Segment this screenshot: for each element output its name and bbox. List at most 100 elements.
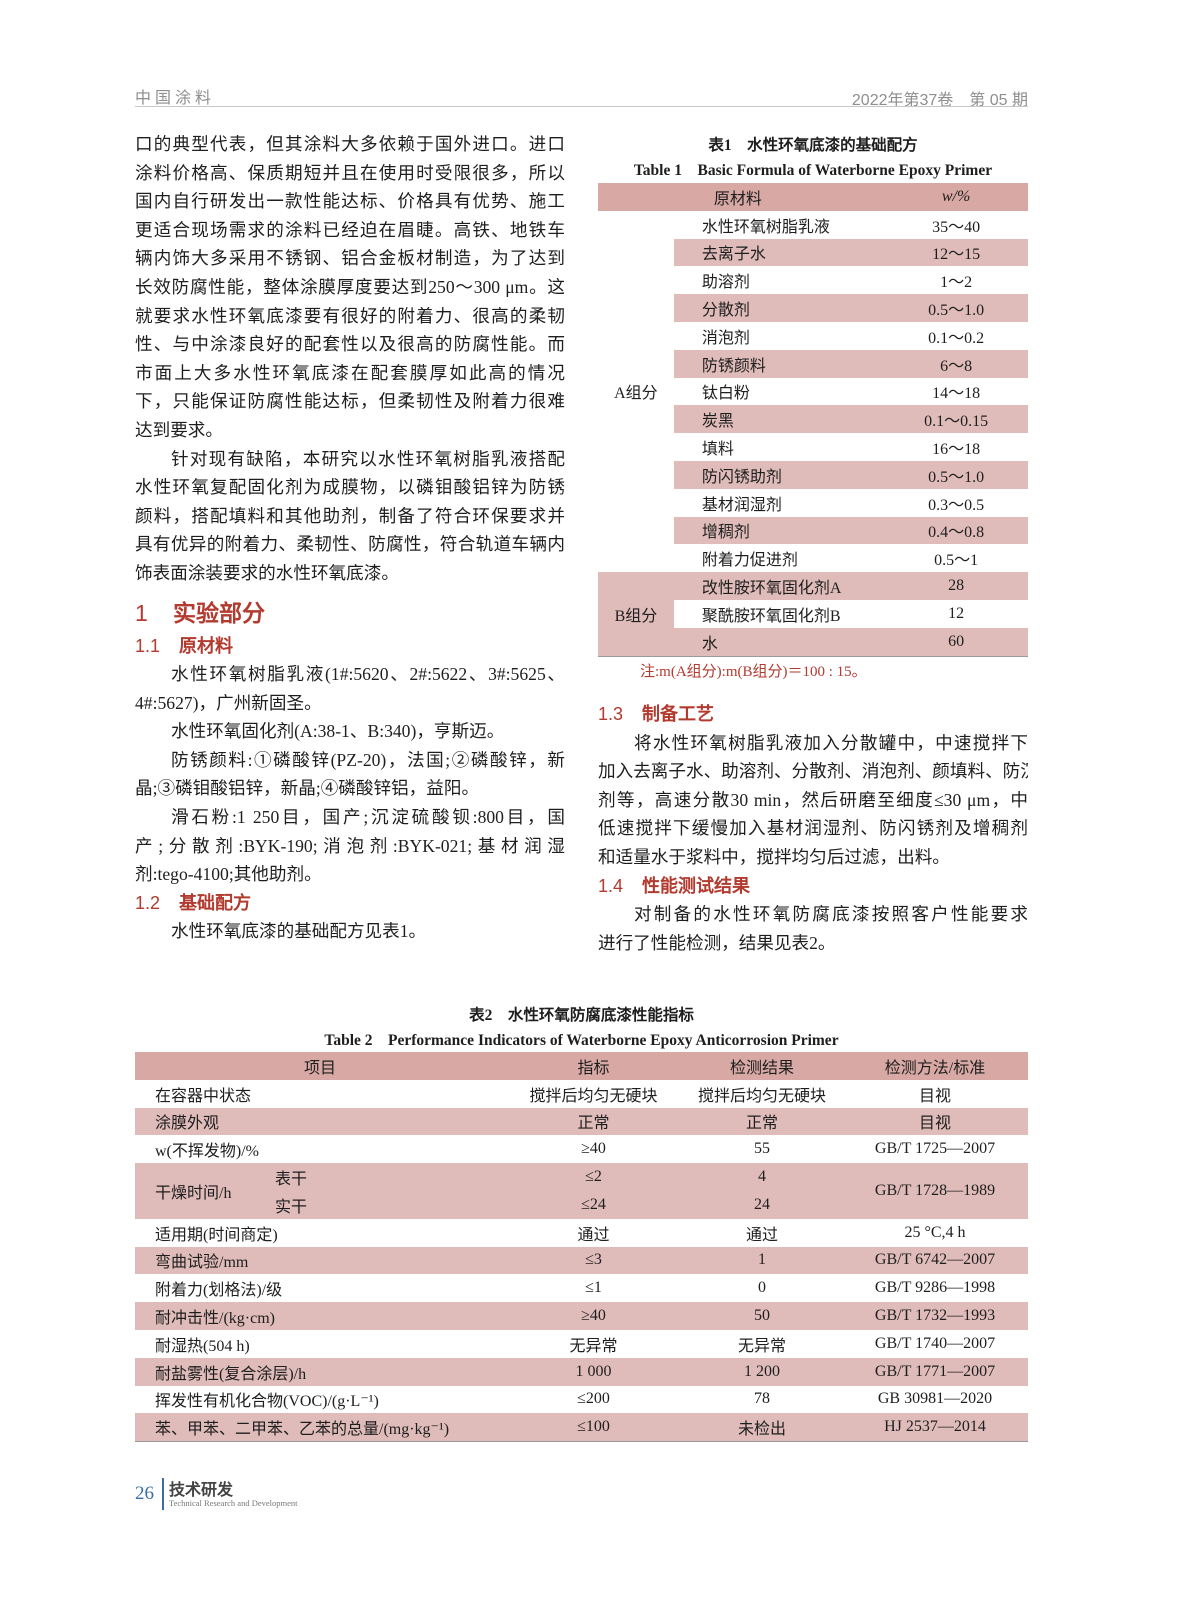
result-cell: 50 xyxy=(754,1307,770,1325)
journal-name: 中国涂料 xyxy=(135,90,216,107)
spec-cell: 无异常 xyxy=(569,1337,618,1355)
value-cell: 60 xyxy=(884,627,1028,657)
result-cell: 1 xyxy=(758,1251,766,1269)
value-cell: 12～15 xyxy=(884,238,1028,267)
result-cell: 未检出 xyxy=(737,1421,786,1439)
material-cell: 助溶剂 xyxy=(701,274,750,292)
text-line: 更适合现场需求的涂料已经迫在眉睫。高铁、地铁车 xyxy=(135,219,565,240)
header-divider xyxy=(135,106,1028,107)
header-cell-blank xyxy=(598,183,674,211)
table-row: B组分 改性胺环氧固化剂A 28 xyxy=(598,572,1028,657)
section-heading: 1.4 性能测试结果 xyxy=(598,872,1028,901)
text-line: 性、与中涂漆良好的配套性以及很高的防腐性能。而 xyxy=(135,334,565,355)
spec-cell: ≤100 xyxy=(577,1418,610,1436)
table-row: 填料 16～18 xyxy=(598,433,1028,461)
item-cell: 弯曲试验/mm xyxy=(155,1254,249,1272)
text-line: 进行了性能检测，结果见表2。 xyxy=(598,932,836,953)
text-line: 达到要求。 xyxy=(135,419,223,440)
material-cell: 去离子水 xyxy=(673,238,885,267)
section-number: 1.1 xyxy=(135,635,161,656)
text-line: 水性环氧树脂乳液(1#:5620、2#:5622、3#:5625、 xyxy=(171,664,565,685)
table-row: 消泡剂 0.1～0.2 xyxy=(598,322,1028,350)
item-cell: 附着力(划格法)/级 xyxy=(155,1282,283,1300)
text-line: 产;分散剂:BYK-190;消泡剂:BYK-021;基材润湿 xyxy=(135,835,565,856)
footer-divider xyxy=(162,1478,164,1510)
material-cell: 水性环氧树脂乳液 xyxy=(701,218,830,236)
method-cell: GB/T 9286—1998 xyxy=(874,1279,996,1297)
method-cell: GB/T 1740—2007 xyxy=(874,1334,996,1352)
table1-title-en: Table 1 Basic Formula of Waterborne Epox… xyxy=(633,162,993,179)
material-cell: 水 xyxy=(673,627,885,657)
text-line: 和适量水于浆料中，搅拌均匀后过滤，出料。 xyxy=(598,846,950,867)
method-cell: 25 °C,4 h xyxy=(904,1223,966,1241)
table-row: 耐湿热(504 h) 无异常 无异常 GB/T 1740—2007 xyxy=(135,1330,1028,1358)
issue-info: 2022年第37卷 第 05 期 xyxy=(851,92,1028,109)
text-line: 饰表面涂装要求的水性环氧底漆。 xyxy=(135,562,399,583)
right-column: 1.3 制备工艺 将水性环氧树脂乳液加入分散罐中，中速搅拌下 加入去离子水、助溶剂、分… xyxy=(598,700,1028,957)
material-cell: 钛白粉 xyxy=(701,385,750,403)
table-row: 耐冲击性/(kg·cm) ≥40 50 GB/T 1732—1993 xyxy=(135,1302,1028,1330)
result-cell: 78 xyxy=(754,1390,770,1408)
result-cell: 0 xyxy=(758,1279,766,1297)
section-number: 1.2 xyxy=(135,892,161,913)
table2: 项目 指标 检测结果 检测方法/标准 在容器中状态 搅拌后均匀无硬块 搅拌后均匀无硬块 目视涂… xyxy=(135,1052,1028,1443)
value-cell: 0.5～1.0 xyxy=(884,460,1028,489)
item-cell: 苯、甲苯、二甲苯、乙苯的总量/(mg·kg⁻¹) xyxy=(155,1421,450,1439)
section-title: 基础配方 xyxy=(179,892,251,913)
header-cell: 原材料 xyxy=(713,190,762,208)
material-cell: 防闪锈助剂 xyxy=(673,460,885,489)
method-cell: GB/T 1771—2007 xyxy=(874,1362,996,1380)
value-cell: 0.4～0.8 xyxy=(884,516,1028,545)
item-cell: 挥发性有机化合物(VOC)/(g·L⁻¹) xyxy=(155,1393,379,1411)
table-row: 增稠剂 0.4～0.8 xyxy=(598,516,1028,545)
table-header-row: 原材料 w/% xyxy=(598,183,1028,211)
table1-note: 注:m(A组分):m(B组分)＝100 : 15。 xyxy=(640,664,867,680)
table-row: 基材润湿剂 0.3～0.5 xyxy=(598,489,1028,517)
method-cell: GB/T 6742—2007 xyxy=(874,1251,996,1269)
spec-cell: ≤24 xyxy=(581,1195,606,1213)
result-cell: 通过 xyxy=(745,1226,778,1244)
value-cell: 6～8 xyxy=(884,349,1028,378)
material-cell: 消泡剂 xyxy=(701,329,750,347)
text-line: 辆内饰大多采用不锈钢、铝合金板材制造，为了达到 xyxy=(135,248,565,269)
text-line: 颜料，搭配填料和其他助剂，制备了符合环保要求并 xyxy=(135,505,565,526)
table-row: 去离子水 12～15 xyxy=(598,238,1028,267)
value-cell: 0.3～0.5 xyxy=(928,496,985,514)
spec-cell: 搅拌后均匀无硬块 xyxy=(529,1087,658,1105)
material-cell: 炭黑 xyxy=(673,405,885,434)
table-row: 附着力(划格法)/级 ≤1 0 GB/T 9286—1998 xyxy=(135,1274,1028,1302)
header-cell: 指标 xyxy=(577,1059,610,1077)
text-line: 4#:5627)，广州新固圣。 xyxy=(135,692,322,713)
text-line: 加入去离子水、助溶剂、分散剂、消泡剂、颜填料、防沉 xyxy=(598,761,1028,782)
value-cell: 0.1～0.2 xyxy=(928,329,985,347)
item-cell: 涂膜外观 xyxy=(155,1115,220,1133)
table-row: 聚酰胺环氧固化剂B 12 xyxy=(598,600,1028,628)
footer-section-en: Technical Research and Development xyxy=(169,1498,298,1508)
section-number: 1.3 xyxy=(598,704,624,724)
method-cell: 目视 xyxy=(918,1115,951,1133)
table-row: 防锈颜料 6～8 xyxy=(598,349,1028,378)
subitem-cell: 实干 xyxy=(275,1198,308,1216)
result-cell: 正常 xyxy=(745,1115,778,1133)
material-cell: 分散剂 xyxy=(673,294,885,322)
value-cell: 35～40 xyxy=(932,218,981,236)
spec-cell: ≤1 xyxy=(585,1279,602,1297)
item-cell: 在容器中状态 xyxy=(155,1087,252,1105)
section-heading: 1.2 基础配方 xyxy=(135,889,565,918)
text-line: 防锈颜料:①磷酸锌(PZ-20)，法国;②磷酸锌，新 xyxy=(171,749,565,770)
text-line: 晶;③磷钼酸铝锌，新晶;④磷酸锌铝，益阳。 xyxy=(135,778,480,799)
table-header-row: 项目 指标 检测结果 检测方法/标准 xyxy=(135,1052,1028,1080)
material-cell: 填料 xyxy=(701,441,734,459)
item-cell: 适用期(时间商定) xyxy=(155,1226,278,1244)
section-title: 制备工艺 xyxy=(642,704,714,724)
table-row: 涂膜外观 正常 正常 目视 xyxy=(135,1107,1028,1136)
spec-cell: ≤3 xyxy=(585,1251,602,1269)
section-title: 实验部分 xyxy=(173,599,265,626)
value-cell: 0.5～1.0 xyxy=(884,294,1028,322)
text-line: 长效防腐性能，整体涂膜厚度要达到250～300 μm。这 xyxy=(135,276,565,297)
value-cell: 0.1～0.15 xyxy=(884,405,1028,434)
left-column: 口的典型代表，但其涂料大多依赖于国外进口。进口 涂料价格高、保质期短并且在使用时受… xyxy=(135,130,565,946)
value-cell: 16～18 xyxy=(932,441,981,459)
group-cell: B组分 xyxy=(598,572,674,657)
table-row: 弯曲试验/mm ≤3 1 GB/T 6742—2007 xyxy=(135,1246,1028,1275)
